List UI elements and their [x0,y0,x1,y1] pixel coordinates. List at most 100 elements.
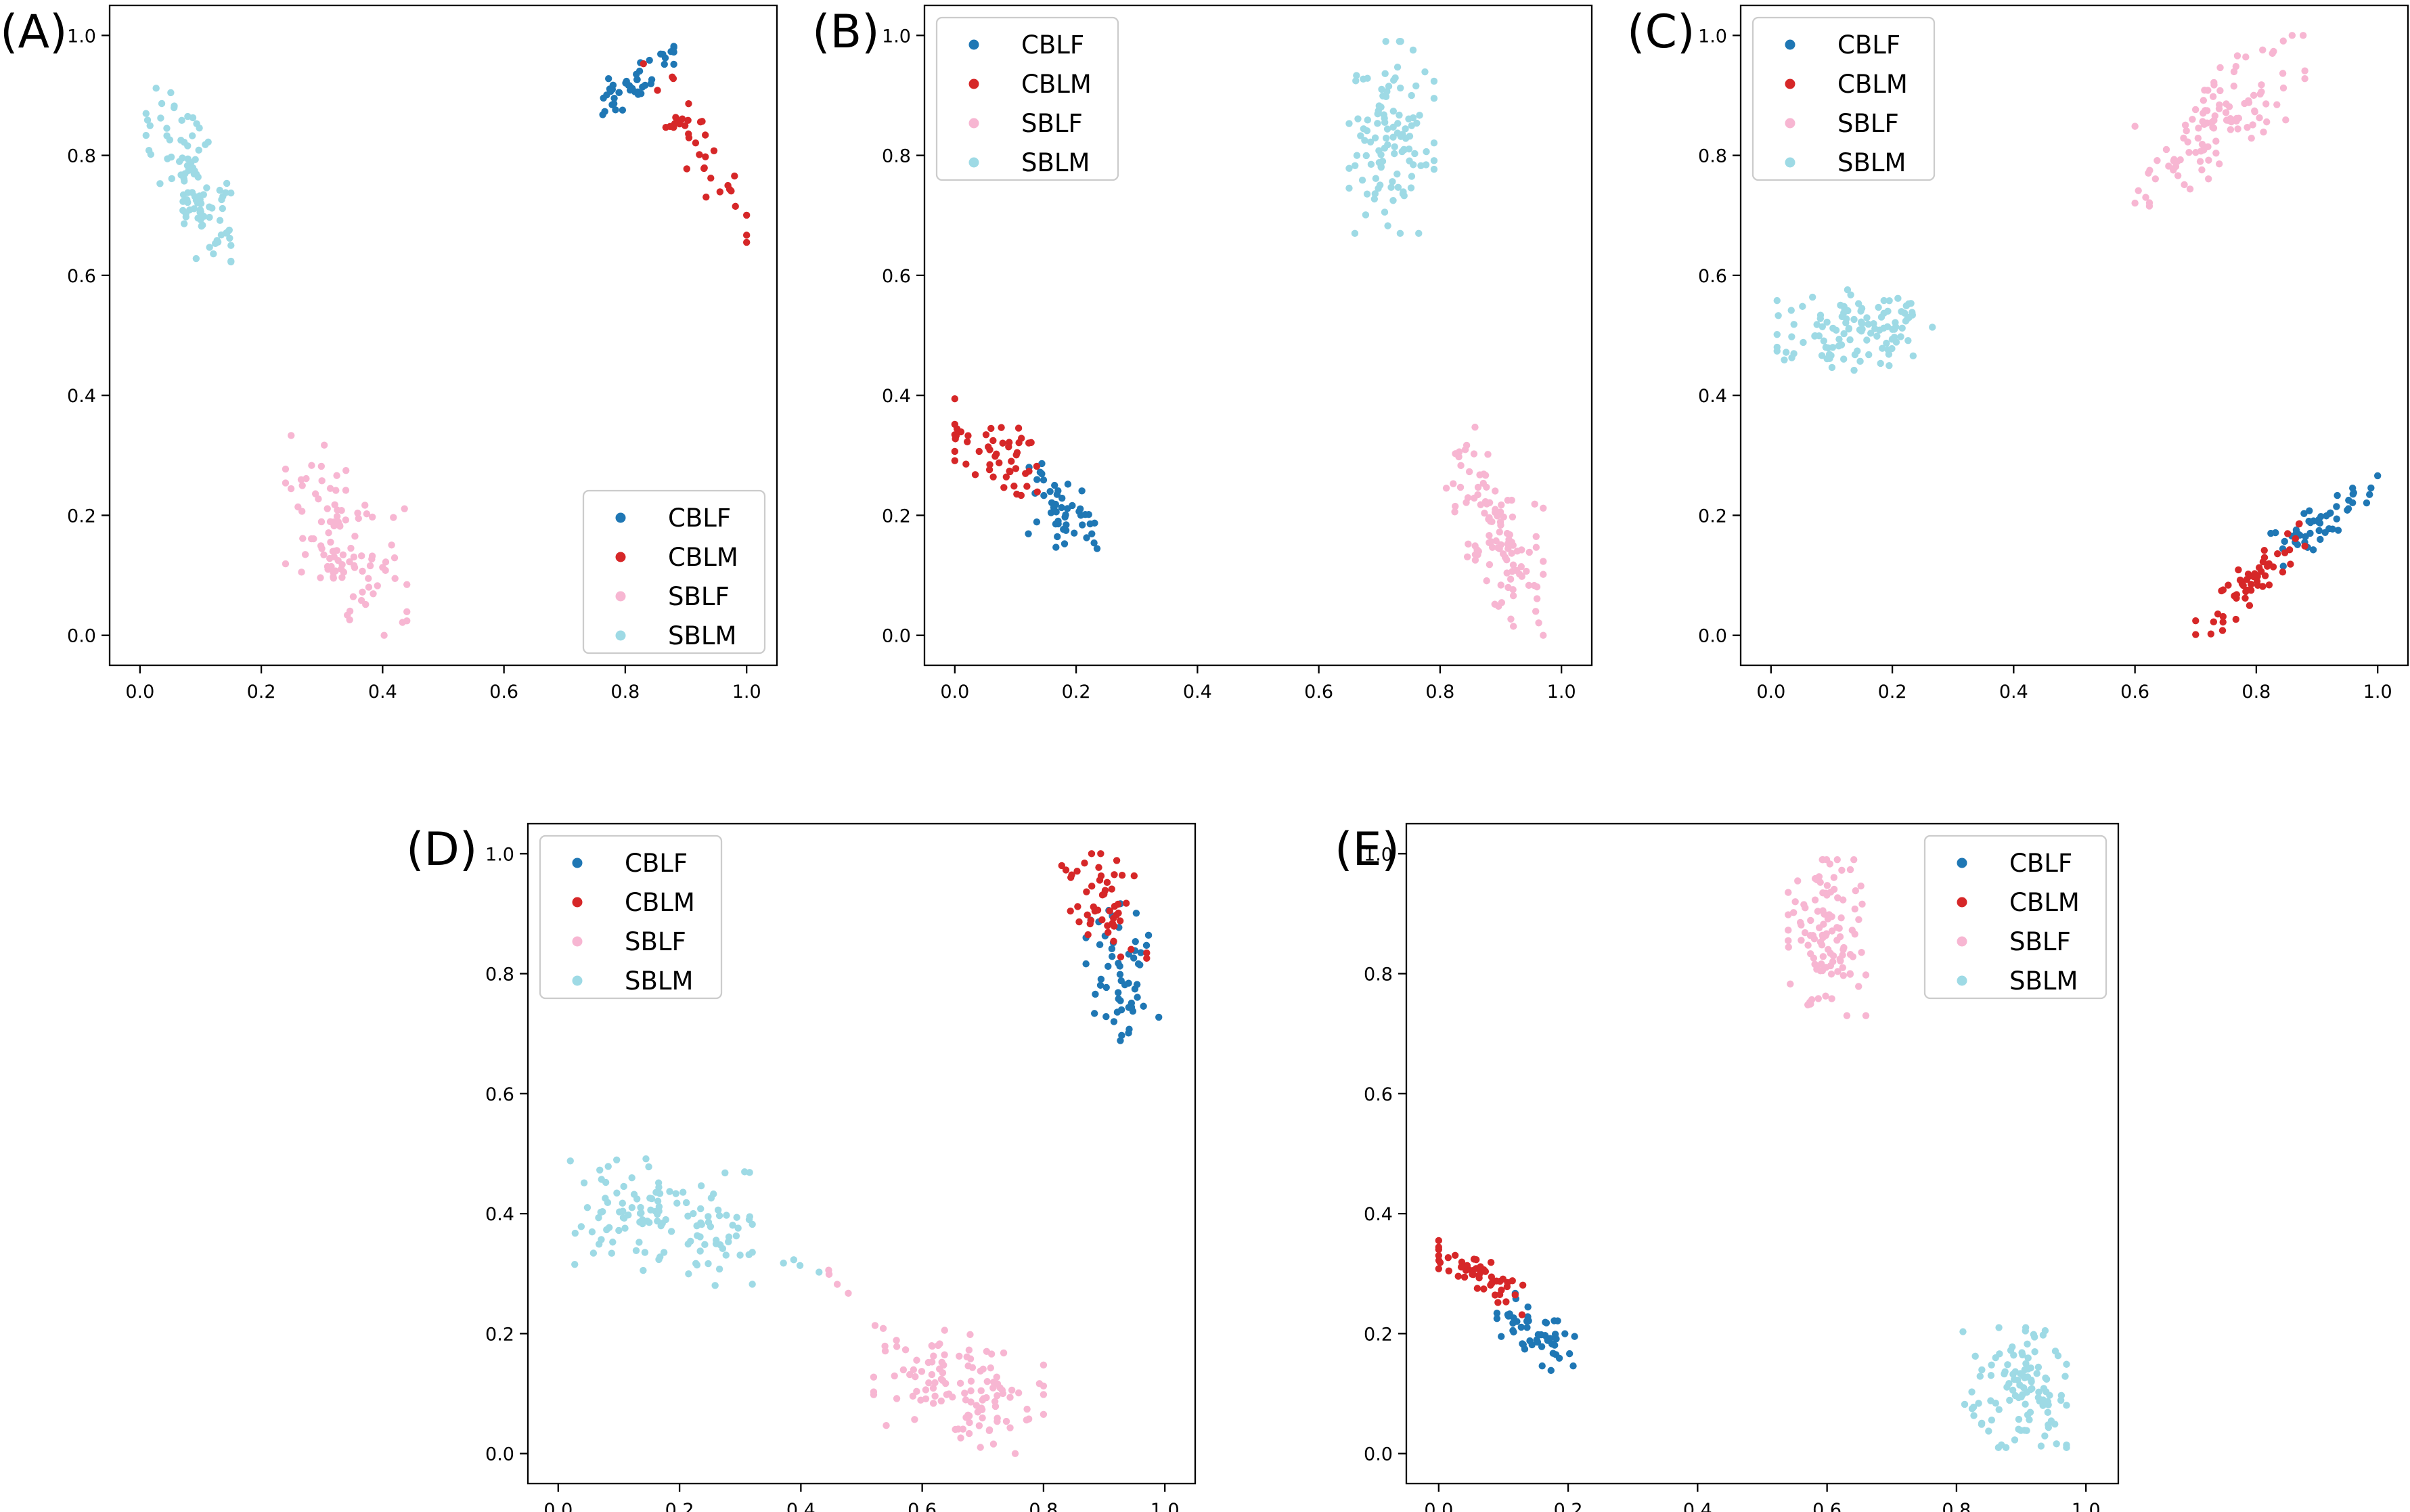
data-point-sblm [1822,343,1830,351]
data-point-sblm [1396,111,1403,119]
data-point-sblm [1788,333,1795,340]
data-point-sblm [673,1199,681,1207]
data-point-sblm [218,196,225,204]
x-tick-label: 1.0 [2363,682,2392,703]
data-point-sblm [749,1220,756,1228]
data-point-cblm [2247,581,2255,588]
data-point-sblm [157,114,164,122]
data-point-sblm [1976,1373,1984,1380]
data-point-sblf [390,514,397,521]
data-point-sblf [2216,64,2224,72]
data-point-sblm [711,1282,719,1289]
data-point-sblf [333,512,341,520]
data-point-sblm [2009,1386,2017,1394]
data-point-sblm [1995,1324,2003,1331]
data-point-cblf [1108,945,1116,953]
data-point-cblm [1511,1291,1519,1299]
data-point-sblf [922,1395,930,1402]
data-point-sblm [217,231,225,239]
data-point-sblm [1829,324,1837,332]
data-point-sblf [2301,67,2308,74]
legend-marker-cblm [572,897,583,908]
data-point-sblm [656,1190,664,1197]
data-point-sblf [301,551,309,558]
data-point-sblf [1011,1450,1019,1457]
data-point-sblm [1773,296,1781,305]
x-tick-label: 0.4 [368,682,397,703]
data-point-sblm [1389,133,1397,141]
legend-marker-sblf [1957,936,1967,947]
legend-marker-sblf [572,936,583,947]
data-point-sblf [1838,866,1846,874]
data-point-sblf [2131,123,2139,130]
data-point-sblf [370,590,377,598]
data-point-cblm [986,461,994,468]
data-point-sblm [684,1212,692,1220]
y-tick-label: 0.0 [485,1444,514,1465]
data-point-sblf [913,1356,920,1364]
data-point-sblm [1430,77,1438,85]
data-point-sblf [1507,575,1515,583]
data-point-sblm [1880,296,1888,305]
data-point-cblf [599,111,606,118]
data-point-sblf [331,501,338,509]
data-point-sblf [315,495,322,503]
data-point-cblm [2244,586,2251,594]
data-point-sblf [2258,88,2265,95]
data-point-sblf [1862,971,1870,979]
data-point-sblf [2203,119,2211,127]
data-point-cblm [1435,1246,1443,1253]
data-point-sblm [682,1199,690,1207]
legend-box [539,835,723,1000]
data-point-cblm [1010,483,1018,490]
data-point-sblm [595,1214,602,1222]
data-point-sblm [142,131,150,139]
data-point-cblm [1008,458,1015,465]
legend-label-sblf: SBLF [2009,927,2071,956]
data-point-sblf [928,1371,936,1379]
data-point-cblm [671,120,678,128]
data-point-sblm [206,244,213,251]
data-point-sblf [871,1322,879,1329]
data-point-sblm [597,1208,604,1216]
data-point-cblf [1547,1366,1555,1375]
data-point-cblf [1078,487,1086,495]
data-point-sblm [1381,118,1389,127]
data-point-cblm [1480,1285,1488,1293]
data-point-sblm [749,1281,756,1288]
data-point-sblm [1782,349,1790,356]
data-point-sblf [380,631,388,639]
data-point-sblf [1450,480,1457,487]
data-point-sblf [1498,501,1505,509]
data-point-cblf [1063,505,1071,512]
data-point-sblf [1787,980,1794,988]
data-point-sblm [1988,1361,1995,1369]
data-point-sblf [2195,125,2202,132]
data-point-sblf [1858,900,1866,908]
data-point-sblf [929,1400,937,1407]
data-point-sblf [979,1396,986,1404]
data-point-sblm [701,1241,709,1249]
data-point-sblf [2262,118,2271,126]
data-point-sblm [1362,152,1370,160]
data-point-cblf [661,60,668,68]
data-point-sblm [223,179,231,187]
data-point-sblf [317,518,326,526]
data-point-sblf [1798,937,1805,944]
data-point-cblm [1074,903,1081,910]
data-point-sblm [2011,1375,2018,1383]
panel-a: (A) 0.0 0.2 0.4 0.6 0.8 1.0 0.0 0.2 0.4 0.6 0.8 1.0 C… [0,4,778,703]
data-point-sblf [987,1364,994,1372]
data-point-sblf [1509,592,1517,600]
data-point-sblf [979,1414,986,1422]
data-point-sblf [2233,52,2241,60]
data-point-cblf [1081,510,1089,518]
data-point-sblm [1790,321,1798,328]
y-tick-label: 0.4 [485,1204,514,1225]
data-point-sblf [2194,134,2202,142]
data-point-sblm [705,1260,712,1268]
data-point-sblf [985,1427,994,1435]
data-point-sblf [330,518,338,526]
data-point-sblf [2174,172,2182,179]
data-point-cblm [1435,1265,1443,1272]
